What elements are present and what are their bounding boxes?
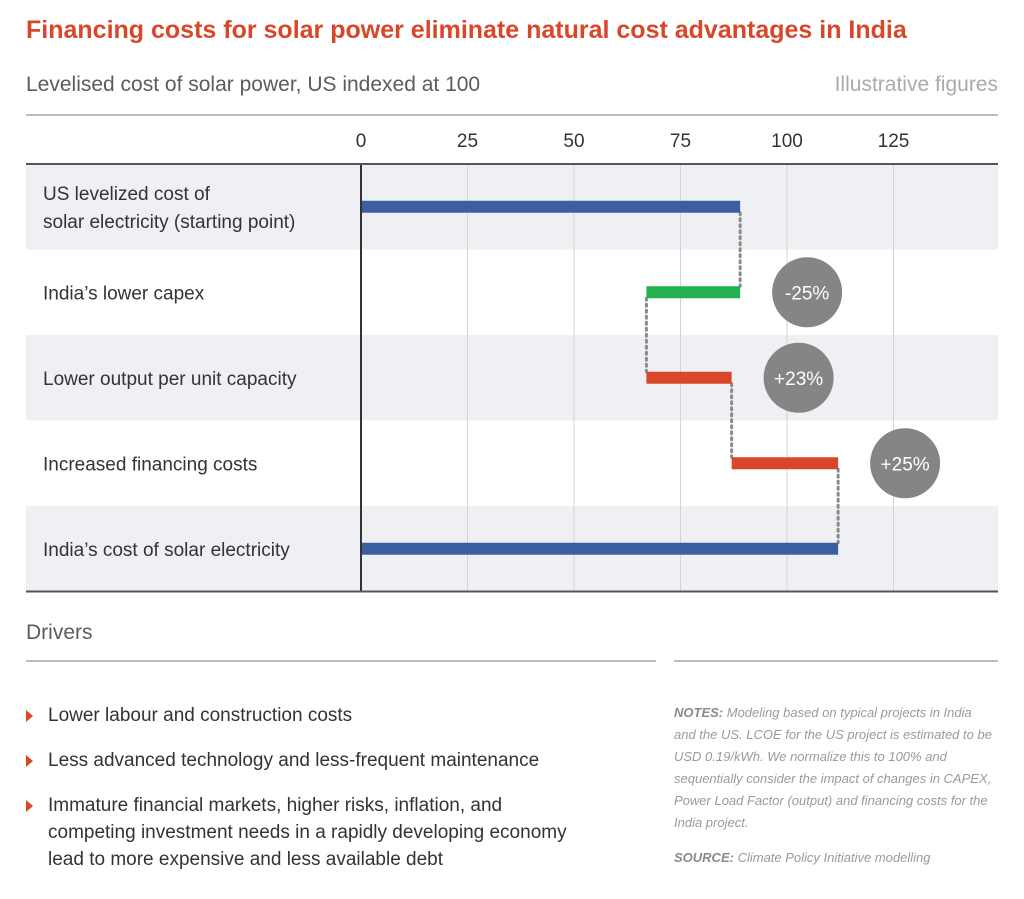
category-labels: US levelized cost of solar electricity (s… [43, 184, 297, 561]
x-tick-label: 100 [771, 131, 803, 152]
change-badge [763, 342, 834, 413]
axes [26, 163, 998, 593]
notes-block: NOTES: Modeling based on typical project… [674, 702, 994, 834]
driver-text: Lower labour and construction costs [48, 705, 353, 726]
driver-text: Immature financial markets, higher risks… [48, 795, 567, 870]
x-tick-label: 0 [356, 131, 367, 152]
notes-label: NOTES: [674, 705, 724, 720]
drivers-list: Lower labour and construction costs Less… [26, 702, 626, 891]
driver-text: Less advanced technology and less-freque… [48, 750, 540, 771]
source-label: SOURCE: [674, 850, 734, 865]
x-axis-ticks: 0 25 50 75 100 125 [356, 131, 910, 152]
category-label: India’s cost of solar electricity [43, 540, 290, 561]
category-label: Lower output per unit capacity [43, 369, 297, 390]
driver-item: Immature financial markets, higher risks… [26, 792, 588, 873]
category-label: India’s lower capex [43, 283, 205, 304]
driver-item: Lower labour and construction costs [26, 702, 626, 729]
chart-title: Financing costs for solar power eliminat… [26, 16, 907, 44]
notes-rule [674, 660, 998, 662]
header-rule [26, 114, 998, 116]
x-tick-label: 25 [457, 131, 478, 152]
drivers-rule [26, 660, 656, 662]
x-tick-label: 75 [670, 131, 691, 152]
change-badge-label: -25% [785, 283, 829, 304]
category-label: Increased financing costs [43, 454, 257, 475]
x-tick-label: 125 [878, 131, 910, 152]
change-badge [772, 257, 843, 328]
change-badge-label: +25% [881, 454, 930, 475]
drivers-title: Drivers [26, 621, 93, 644]
bar-increase [731, 457, 839, 470]
change-badge-label: +23% [774, 369, 823, 390]
change-badges: -25% +23% +25% [763, 257, 941, 499]
bar-increase [646, 371, 732, 384]
triangle-bullet-icon [26, 710, 33, 722]
source-block: SOURCE: Climate Policy Initiative modell… [674, 850, 931, 865]
connector-lines [644, 211, 840, 545]
category-label: US levelized cost of [43, 184, 211, 205]
bar-total [361, 542, 839, 555]
triangle-bullet-icon [26, 755, 33, 767]
bar-total [361, 200, 741, 213]
x-tick-label: 50 [563, 131, 584, 152]
change-badge [870, 428, 941, 499]
category-label: solar electricity (starting point) [43, 212, 295, 233]
illustrative-note: Illustrative figures [834, 73, 998, 96]
bars [361, 200, 839, 555]
chart-subtitle: Levelised cost of solar power, US indexe… [26, 73, 481, 96]
bar-decrease [646, 286, 741, 299]
row-band [26, 335, 998, 421]
driver-item: Less advanced technology and less-freque… [26, 747, 626, 774]
notes-text: Modeling based on typical projects in In… [674, 705, 992, 830]
waterfall-chart: 0 25 50 75 100 125 US levelized cost of solar … [26, 131, 998, 593]
triangle-bullet-icon [26, 800, 33, 812]
source-text: Climate Policy Initiative modelling [737, 850, 931, 865]
